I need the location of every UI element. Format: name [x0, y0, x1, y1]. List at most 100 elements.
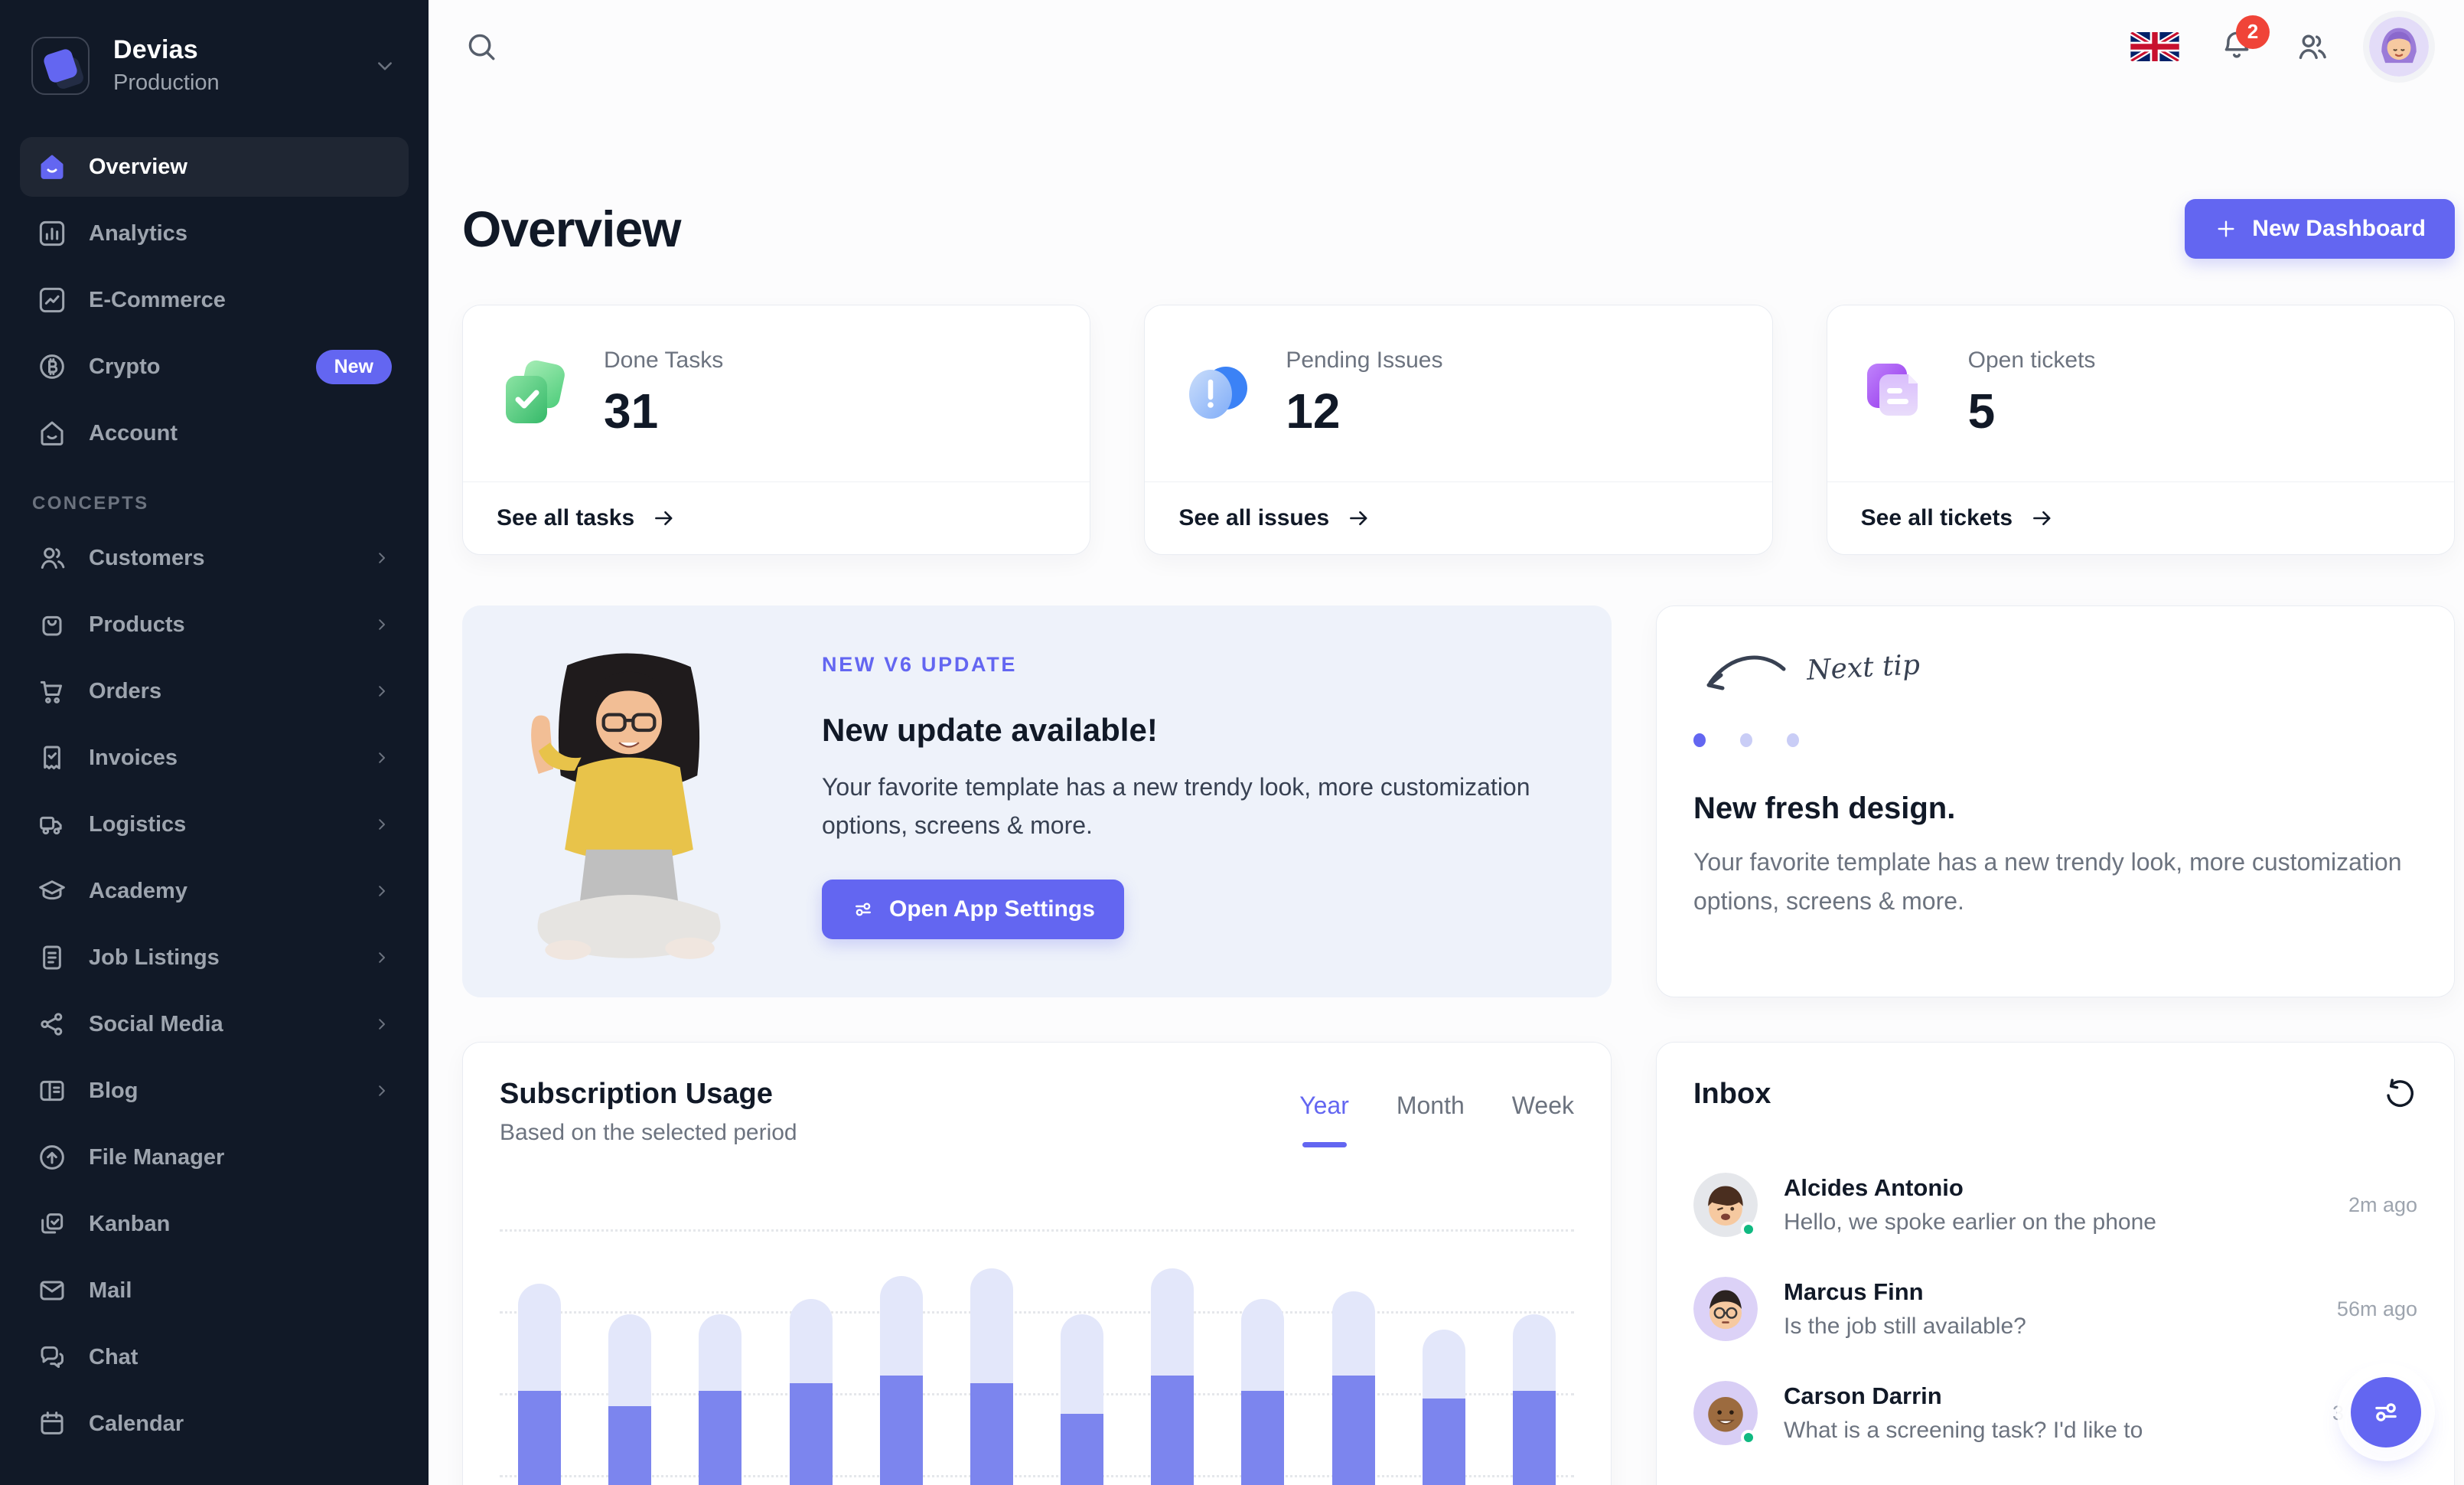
sidebar-item-social-media[interactable]: Social Media [20, 994, 409, 1054]
sidebar-item-job-listings[interactable]: Job Listings [20, 928, 409, 987]
chart-subtitle: Based on the selected period [500, 1120, 797, 1145]
arrow-right-icon [1346, 505, 1372, 531]
sliders-icon [2369, 1395, 2403, 1429]
chart-bar [1512, 1314, 1556, 1485]
ticket-docs-icon [1866, 364, 1918, 416]
sidebar-item-label: Blog [89, 1078, 139, 1103]
inbox-message-row[interactable]: Carson Darrin What is a screening task? … [1693, 1361, 2417, 1465]
next-tip-card: Next tip New fresh design. Your favorite… [1656, 605, 2455, 997]
chart-bar [518, 1284, 561, 1485]
calendar-icon [37, 1408, 67, 1439]
tip-pagination-dots[interactable] [1693, 733, 2417, 747]
sidebar-item-mail[interactable]: Mail [20, 1261, 409, 1320]
see-all-tickets-link[interactable]: See all tickets [1827, 481, 2454, 554]
app-settings-fab[interactable] [2351, 1377, 2421, 1447]
sidebar-item-invoices[interactable]: Invoices [20, 728, 409, 788]
subscription-usage-plot [500, 1184, 1574, 1485]
app-environment: Production [113, 70, 220, 95]
sender-name: Alcides Antonio [1784, 1174, 1964, 1201]
gridline [500, 1475, 1574, 1477]
chevron-right-icon [372, 615, 392, 635]
avatar [1693, 1381, 1758, 1445]
chart-period-tabs: Year Month Week [1299, 1092, 1574, 1147]
upload-circle-icon [37, 1142, 67, 1173]
sidebar-item-overview[interactable]: Overview [20, 137, 409, 197]
refresh-icon[interactable] [2382, 1076, 2417, 1111]
dot[interactable] [1787, 733, 1799, 747]
stat-label: Done Tasks [604, 348, 724, 373]
inbox-message-row[interactable]: Marcus Finn Is the job still available? … [1693, 1257, 2417, 1361]
new-dashboard-button[interactable]: New Dashboard [2185, 199, 2455, 259]
stat-label: Open tickets [1967, 348, 2096, 373]
sender-name: Carson Darrin [1784, 1382, 1942, 1409]
share-icon [37, 1009, 67, 1040]
line-chart-icon [37, 285, 67, 315]
avatar [1693, 1173, 1758, 1237]
inbox-list: Alcides Antonio Hello, we spoke earlier … [1693, 1153, 2417, 1465]
sidebar-item-academy[interactable]: Academy [20, 861, 409, 921]
user-avatar[interactable] [2369, 17, 2429, 77]
dot-active[interactable] [1693, 733, 1706, 747]
sidebar-item-orders[interactable]: Orders [20, 661, 409, 721]
mail-icon [37, 1275, 67, 1306]
chart-bar [879, 1276, 923, 1485]
message-preview: Is the job still available? [1784, 1314, 2026, 1339]
shopping-cart-icon [37, 676, 67, 707]
tab-month[interactable]: Month [1396, 1092, 1465, 1119]
sidebar-item-logistics[interactable]: Logistics [20, 795, 409, 854]
tab-week[interactable]: Week [1511, 1092, 1574, 1119]
sidebar-item-account[interactable]: Account [20, 403, 409, 463]
gridline [500, 1229, 1574, 1232]
tip-title: New fresh design. [1693, 791, 1956, 825]
sidebar-item-label: Kanban [89, 1211, 171, 1236]
woman-laptop-illustration [531, 653, 721, 960]
sidebar-item-chat[interactable]: Chat [20, 1327, 409, 1387]
topbar: 2 [429, 0, 2464, 93]
tip-body: Your favorite template has a new trendy … [1693, 848, 2402, 915]
open-app-settings-button[interactable]: Open App Settings [822, 880, 1124, 940]
sidebar-item-analytics[interactable]: Analytics [20, 204, 409, 263]
inbox-message-row[interactable]: Alcides Antonio Hello, we spoke earlier … [1693, 1153, 2417, 1257]
tenant-switcher[interactable]: Devias Production [20, 26, 409, 105]
dot[interactable] [1740, 733, 1752, 747]
message-time: 3 [2332, 1401, 2344, 1425]
users-icon [37, 543, 67, 573]
devias-logo-icon [31, 36, 90, 95]
chart-bar [789, 1299, 833, 1485]
sidebar-item-blog[interactable]: Blog [20, 1061, 409, 1121]
see-all-issues-link[interactable]: See all issues [1145, 481, 1772, 554]
sidebar-item-calendar[interactable]: Calendar [20, 1394, 409, 1454]
pending-issues-card: Pending Issues 12 See all issues [1144, 305, 1773, 555]
sidebar-item-label: E-Commerce [89, 287, 226, 312]
notifications-button[interactable]: 2 [2219, 15, 2270, 67]
chevron-down-icon [372, 53, 398, 79]
chevron-right-icon [372, 814, 392, 834]
sidebar-item-kanban[interactable]: Kanban [20, 1194, 409, 1254]
sidebar-item-file-manager[interactable]: File Manager [20, 1128, 409, 1187]
chart-bar [1422, 1330, 1465, 1485]
home-smile-icon [41, 155, 64, 179]
chevron-right-icon [372, 748, 392, 768]
contacts-icon[interactable] [2294, 29, 2329, 64]
done-tasks-card: Done Tasks 31 See all tasks [462, 305, 1091, 555]
chart-bar [608, 1314, 652, 1485]
sidebar-item-ecommerce[interactable]: E-Commerce [20, 270, 409, 330]
see-all-tasks-link[interactable]: See all tasks [463, 481, 1090, 554]
sidebar-item-products[interactable]: Products [20, 595, 409, 654]
sidebar-section-concepts: CONCEPTS [32, 493, 149, 514]
search-icon[interactable] [464, 29, 499, 64]
chart-bar [1331, 1291, 1375, 1485]
chevron-right-icon [372, 1081, 392, 1101]
sidebar-item-label: Chat [89, 1344, 139, 1369]
sidebar-item-label: Logistics [89, 811, 187, 837]
stat-label: Pending Issues [1286, 348, 1443, 373]
banner-eyebrow: NEW V6 UPDATE [822, 653, 1018, 676]
sliders-icon [851, 897, 875, 922]
open-tickets-card: Open tickets 5 See all tickets [1826, 305, 2455, 555]
tab-year[interactable]: Year [1299, 1092, 1349, 1147]
sidebar-item-customers[interactable]: Customers [20, 528, 409, 588]
language-flag-uk-icon[interactable] [2130, 32, 2179, 61]
banner-body: Your favorite template has a new trendy … [822, 773, 1530, 839]
sidebar-item-crypto[interactable]: Crypto New [20, 337, 409, 397]
new-badge: New [315, 349, 392, 384]
